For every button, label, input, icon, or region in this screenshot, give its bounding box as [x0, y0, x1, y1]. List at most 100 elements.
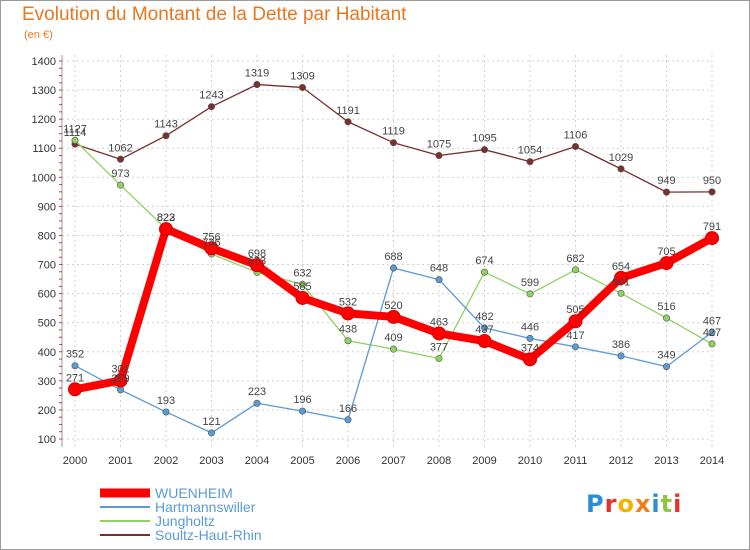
data-label: 599	[521, 277, 539, 289]
data-label: 377	[430, 341, 448, 353]
data-label: 973	[111, 168, 129, 180]
data-label: 520	[384, 300, 402, 312]
data-point	[526, 334, 534, 342]
data-label: 121	[202, 416, 220, 428]
data-label: 1309	[290, 70, 314, 82]
data-point	[568, 314, 583, 329]
x-tick-label: 2014	[700, 455, 724, 467]
data-point	[705, 231, 719, 246]
x-tick-label: 2005	[290, 455, 314, 467]
data-label: 1029	[609, 152, 633, 164]
y-tick-label: 100	[38, 434, 56, 446]
data-label: 386	[612, 339, 630, 351]
data-label: 438	[339, 324, 357, 336]
data-label: 673	[248, 255, 266, 267]
data-point	[298, 407, 306, 415]
data-point	[208, 103, 216, 111]
y-tick-label: 1400	[32, 56, 56, 68]
data-label: 1075	[427, 139, 451, 151]
x-tick-label: 2008	[427, 455, 451, 467]
data-label: 648	[430, 263, 448, 275]
data-point	[389, 345, 397, 353]
legend: WUENHEIMHartmannswillerJungholtzSoultz-H…	[100, 485, 262, 543]
data-label: 756	[202, 231, 220, 243]
data-label: 437	[475, 324, 493, 336]
chart-unit: (en €)	[24, 29, 53, 41]
data-label: 682	[566, 253, 584, 265]
y-tick-label: 800	[38, 230, 56, 242]
proxiti-logo: Proxiti	[586, 490, 682, 518]
data-point	[617, 165, 625, 173]
data-point	[480, 268, 488, 276]
data-point	[662, 188, 670, 196]
x-tick-label: 2004	[245, 455, 269, 467]
logo-letter: i	[673, 490, 683, 518]
y-tick-label: 300	[38, 376, 56, 388]
data-point	[480, 146, 488, 154]
data-label: 950	[703, 175, 721, 187]
data-point	[708, 188, 716, 196]
data-point	[71, 136, 79, 144]
data-label: 601	[612, 276, 630, 288]
x-tick-label: 2011	[564, 455, 588, 467]
data-label: 223	[248, 386, 266, 398]
data-point	[523, 352, 537, 367]
y-tick-label: 200	[38, 405, 56, 417]
data-label: 505	[566, 304, 584, 316]
data-point	[298, 83, 306, 91]
data-label: 467	[703, 315, 721, 327]
data-label: 654	[612, 261, 630, 273]
data-point	[435, 152, 443, 160]
data-point	[659, 256, 674, 271]
data-label: 1119	[382, 126, 405, 138]
data-point	[571, 343, 579, 351]
data-label: 1143	[154, 119, 178, 131]
data-point	[526, 290, 534, 298]
data-point	[204, 241, 219, 256]
legend-label: WUENHEIM	[155, 485, 233, 501]
data-label: 374	[521, 342, 539, 354]
data-label: 705	[657, 246, 675, 258]
data-label: 1054	[518, 145, 542, 157]
data-label: 674	[475, 255, 493, 267]
x-tick-label: 2006	[336, 455, 360, 467]
data-label: 949	[657, 175, 675, 187]
data-label: 352	[66, 349, 84, 361]
legend-label: Soultz-Haut-Rhin	[155, 527, 262, 543]
data-label: 427	[703, 327, 721, 339]
data-label: 688	[384, 251, 402, 263]
data-label: 446	[521, 321, 539, 333]
data-label: 271	[66, 372, 84, 384]
data-label: 1243	[199, 90, 223, 102]
data-point	[117, 386, 125, 394]
chart-title: Evolution du Montant de la Dette par Hab…	[22, 4, 407, 25]
data-point	[344, 118, 352, 126]
data-point	[253, 399, 261, 407]
data-label: 585	[293, 281, 311, 293]
data-point	[341, 306, 355, 321]
data-label: 1319	[245, 68, 269, 80]
data-point	[617, 352, 625, 360]
data-point	[708, 328, 716, 336]
x-tick-label: 2010	[518, 455, 542, 467]
data-label: 823	[157, 212, 175, 224]
data-point	[344, 416, 352, 424]
y-tick-label: 1300	[32, 85, 56, 97]
data-point	[435, 354, 443, 362]
data-label: 516	[657, 301, 675, 313]
data-point	[480, 324, 488, 332]
data-label: 482	[475, 311, 493, 323]
data-point	[162, 408, 170, 416]
legend-label: Hartmannswiller	[155, 499, 256, 515]
data-point	[386, 309, 401, 324]
data-point	[435, 276, 443, 284]
y-tick-label: 1100	[32, 143, 56, 155]
data-label: 532	[339, 296, 357, 308]
data-label: 1095	[472, 133, 496, 145]
data-point	[389, 264, 397, 272]
data-point	[71, 362, 79, 370]
data-label: 1106	[564, 129, 588, 141]
x-tick-label: 2012	[609, 455, 633, 467]
data-label: 736	[202, 237, 220, 249]
